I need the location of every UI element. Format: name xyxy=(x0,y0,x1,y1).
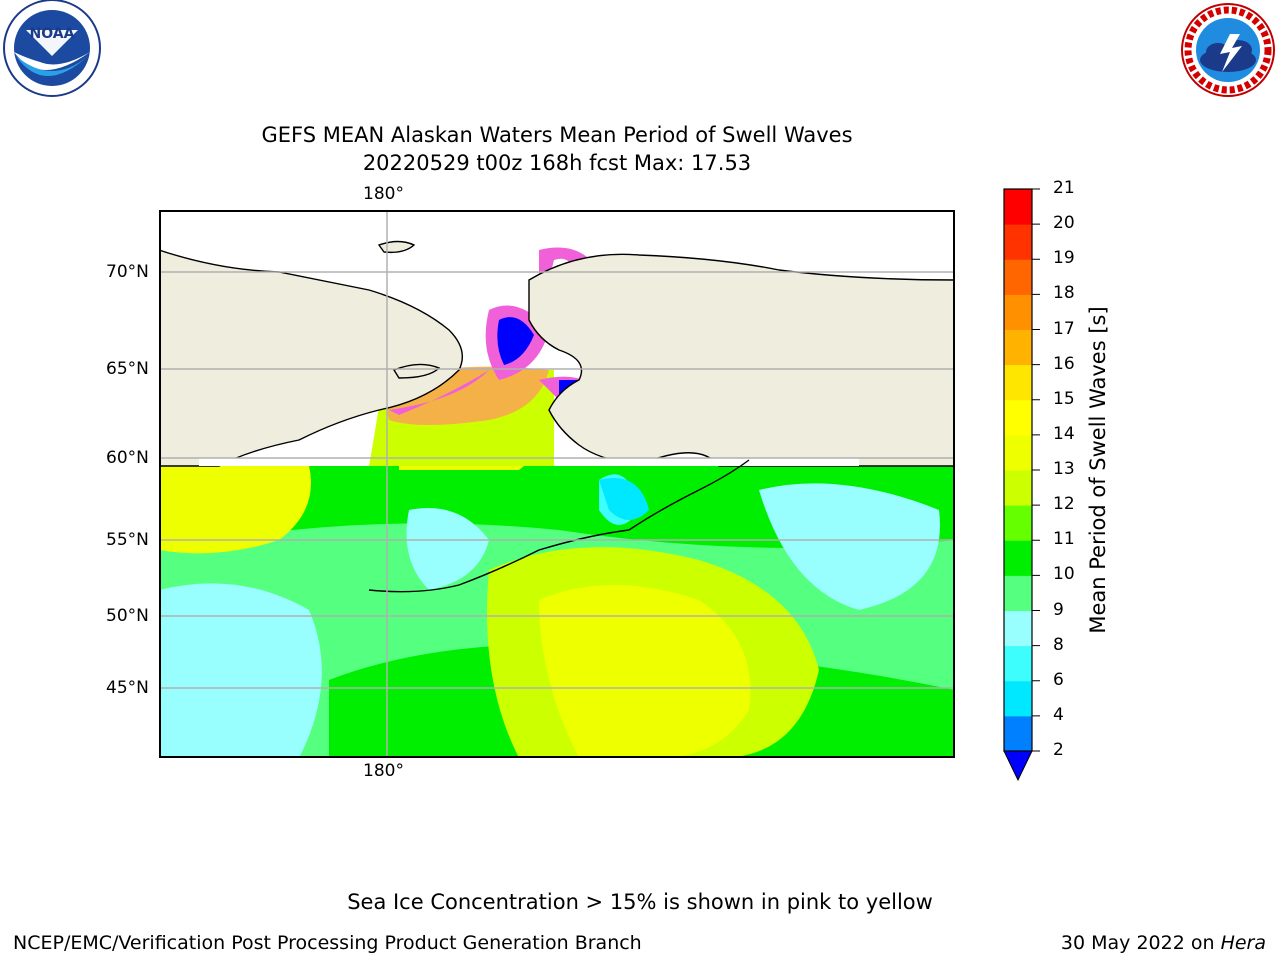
noaa-logo: NOAA xyxy=(0,0,104,104)
chart-title: GEFS MEAN Alaskan Waters Mean Period of … xyxy=(261,123,853,147)
colorbar-tick-label: 9 xyxy=(1053,599,1064,620)
lat-label-60n: 60°N xyxy=(106,448,149,468)
colorbar-tick-label: 14 xyxy=(1053,423,1075,444)
colorbar-tick-label: 17 xyxy=(1053,318,1075,339)
nws-logo xyxy=(1176,0,1280,104)
colorbar-band xyxy=(1004,434,1032,471)
footer-host: Hera xyxy=(1220,932,1266,954)
swell-period-map xyxy=(159,210,955,758)
footer-left: NCEP/EMC/Verification Post Processing Pr… xyxy=(13,932,642,954)
swell-field xyxy=(159,247,955,758)
footer-date: 30 May 2022 on xyxy=(1060,932,1221,954)
colorbar-band xyxy=(1004,294,1032,330)
colorbar-tick-label: 10 xyxy=(1053,564,1075,585)
colorbar-band xyxy=(1004,645,1032,682)
colorbar-tick-label: 8 xyxy=(1053,634,1064,655)
colorbar-tick-label: 18 xyxy=(1053,283,1075,304)
svg-text:NOAA: NOAA xyxy=(30,26,75,42)
colorbar xyxy=(1003,188,1040,782)
colorbar-band xyxy=(1004,575,1032,611)
colorbar-tick-label: 21 xyxy=(1053,178,1075,198)
colorbar-band xyxy=(1004,189,1032,225)
colorbar-band xyxy=(1004,329,1032,366)
colorbar-band xyxy=(1004,505,1032,541)
colorbar-tick-label: 20 xyxy=(1053,213,1075,234)
lat-label-55n: 55°N xyxy=(106,530,149,550)
colorbar-band xyxy=(1004,715,1032,752)
aleutians xyxy=(368,459,750,593)
colorbar-band xyxy=(1004,364,1032,401)
footer-right: 30 May 2022 on Hera xyxy=(1061,932,1266,954)
colorbar-band xyxy=(1004,610,1032,647)
colorbar-tick-label: 13 xyxy=(1053,459,1075,479)
colorbar-tick-label: 2 xyxy=(1053,740,1064,760)
colorbar-tick-label: 4 xyxy=(1053,704,1064,725)
lat-label-50n: 50°N xyxy=(106,606,149,626)
colorbar-tick-label: 19 xyxy=(1053,248,1075,269)
colorbar-tick-label: 6 xyxy=(1053,669,1064,690)
colorbar-tick-label: 15 xyxy=(1053,388,1075,409)
sea-ice-note: Sea Ice Concentration > 15% is shown in … xyxy=(347,890,933,914)
colorbar-tick-label: 16 xyxy=(1053,353,1075,374)
colorbar-tick-label: 11 xyxy=(1053,529,1075,550)
map-frame xyxy=(159,210,955,758)
graticule xyxy=(159,210,955,758)
colorbar-band xyxy=(1004,399,1032,436)
colorbar-band xyxy=(1004,540,1032,576)
lat-label-65n: 65°N xyxy=(106,359,149,379)
chart-subtitle: 20220529 t00z 168h fcst Max: 17.53 xyxy=(362,151,752,175)
lon-label-top: 180° xyxy=(363,184,404,204)
colorbar-extend-arrow xyxy=(1003,750,1033,782)
colorbar-band xyxy=(1004,680,1032,717)
colorbar-label: Mean Period of Swell Waves [s] xyxy=(1086,306,1110,634)
lon-label-bottom: 180° xyxy=(363,761,404,781)
colorbar-band xyxy=(1004,259,1032,295)
colorbar-band xyxy=(1004,470,1032,506)
colorbar-band xyxy=(1004,224,1032,260)
colorbar-tick-label: 12 xyxy=(1053,494,1075,515)
lat-label-70n: 70°N xyxy=(106,262,149,282)
lat-label-45n: 45°N xyxy=(106,678,149,698)
